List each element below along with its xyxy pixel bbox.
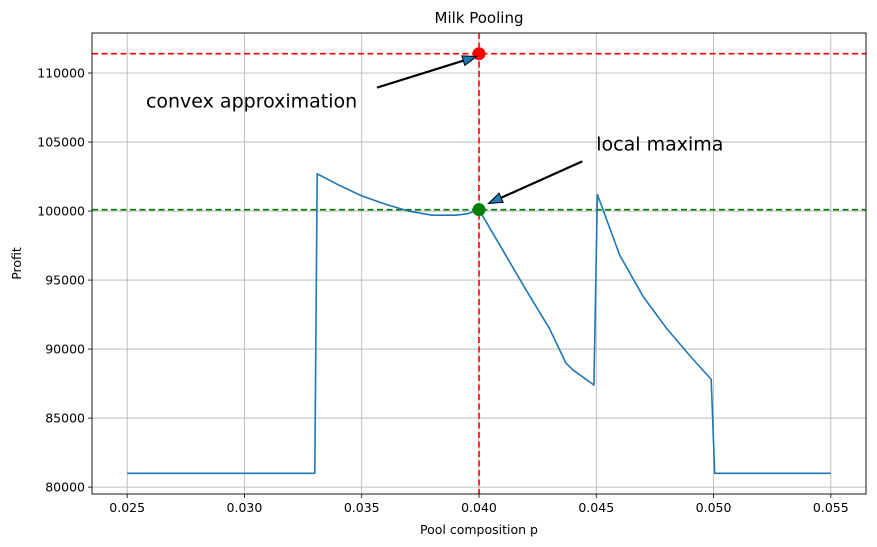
profit-series-line [127,173,831,475]
x-tick-label: 0.040 [461,500,497,515]
annotation-text: convex approximation [146,91,357,113]
reference-lines [92,33,866,494]
x-tick-label: 0.030 [227,500,263,515]
y-tick-label: 100000 [37,204,85,219]
y-tick-label: 110000 [37,66,85,81]
x-tick-label: 0.045 [578,500,614,515]
highlight-point [472,203,486,217]
annotation-text: local maxima [596,133,723,155]
plot-frame [91,32,867,495]
y-tick-label: 105000 [37,135,85,150]
x-tick-label: 0.035 [344,500,380,515]
annotation-arrowhead [487,192,504,205]
x-axis-label: Pool composition p [420,522,538,537]
x-tick-label: 0.025 [109,500,145,515]
y-tick-label: 85000 [45,411,85,426]
annotations: convex approximation local maxima [146,55,723,205]
axis-ticks: 0.025 0.030 0.035 0.040 0.045 0.050 0.055 80000… [37,66,848,515]
y-tick-label: 90000 [45,342,85,357]
x-tick-label: 0.050 [696,500,732,515]
annotation-arrow [376,59,464,89]
y-tick-label: 80000 [45,480,85,495]
y-axis-label: Profit [9,247,24,280]
annotation-arrowhead [461,55,479,67]
y-tick-label: 95000 [45,273,85,288]
annotation-arrow [500,160,583,199]
chart-title: Milk Pooling [435,9,524,27]
series-layer [127,173,831,475]
x-tick-label: 0.055 [813,500,849,515]
